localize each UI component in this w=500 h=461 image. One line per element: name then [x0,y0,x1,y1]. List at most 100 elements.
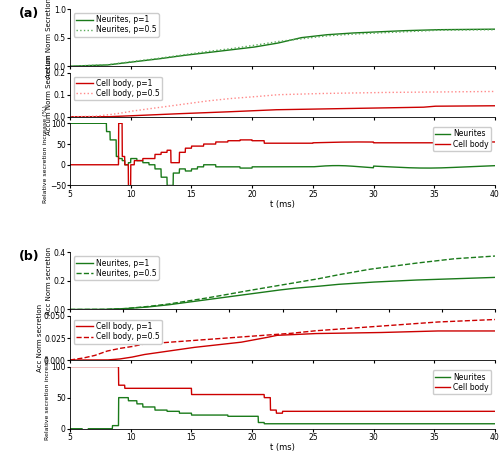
Neurites, p=0.5 [262,285,268,290]
Cell body, p=0.5 [480,89,486,95]
Line: Neurites, p=1: Neurites, p=1 [70,29,495,66]
Cell body [480,139,486,145]
Neurites, p=0.5 [274,39,280,44]
Neurites, p=0.5 [492,253,498,259]
Cell body, p=0.5 [480,317,486,323]
Neurites [274,164,280,170]
Line: Neurites, p=1: Neurites, p=1 [70,278,495,309]
Cell body, p=1 [492,328,498,334]
X-axis label: t (ms): t (ms) [270,200,295,209]
Line: Neurites, p=0.5: Neurites, p=0.5 [70,256,495,309]
Neurites, p=0.5 [67,64,73,69]
Neurites [67,120,73,126]
Neurites [402,421,408,426]
Neurites [262,164,268,170]
Line: Cell body, p=1: Cell body, p=1 [70,106,495,117]
Neurites [89,426,95,431]
Cell body [492,139,498,145]
Neurites, p=1 [67,64,73,69]
Neurites, p=0.5 [480,27,486,33]
Neurites, p=1 [67,307,73,312]
Cell body, p=1 [480,103,486,109]
Cell body, p=0.5 [480,89,486,95]
Neurites, p=0.5 [88,63,94,68]
Line: Cell body: Cell body [70,366,495,413]
Cell body [480,139,486,145]
Cell body, p=1 [480,328,486,334]
Neurites [492,163,498,168]
Neurites [492,421,498,426]
Neurites [80,429,86,435]
Neurites [480,163,486,169]
Cell body, p=1 [67,357,73,363]
Y-axis label: Acc Norm secretion: Acc Norm secretion [36,304,43,372]
Legend: Neurites, Cell body: Neurites, Cell body [432,127,491,151]
X-axis label: t (ms): t (ms) [270,443,295,452]
Cell body [262,395,268,401]
Line: Neurites: Neurites [70,123,495,185]
Neurites, p=1 [492,275,498,280]
Cell body, p=0.5 [88,354,94,359]
Cell body [274,410,280,416]
Y-axis label: Relative secretion increase: Relative secretion increase [45,355,50,440]
Neurites, p=0.5 [480,27,486,33]
Cell body, p=0.5 [480,317,486,323]
Cell body, p=1 [88,357,94,363]
Neurites, p=1 [274,41,280,46]
Legend: Neurites, p=1, Neurites, p=0.5: Neurites, p=1, Neurites, p=0.5 [74,256,159,280]
Cell body [67,364,73,369]
Neurites, p=0.5 [480,254,486,260]
Neurites, p=1 [480,275,486,281]
Neurites, p=0.5 [88,307,94,312]
Line: Cell body, p=1: Cell body, p=1 [70,331,495,360]
Neurites, p=0.5 [402,29,407,35]
Neurites, p=1 [480,27,486,32]
Neurites, p=1 [262,289,268,295]
Cell body, p=0.5 [67,357,73,363]
Cell body [480,408,486,414]
Line: Neurites, p=0.5: Neurites, p=0.5 [70,30,495,66]
Neurites, p=0.5 [480,254,486,260]
Line: Cell body, p=0.5: Cell body, p=0.5 [70,91,495,117]
Cell body [492,408,498,414]
Line: Cell body, p=0.5: Cell body, p=0.5 [70,319,495,360]
Neurites [480,163,486,169]
Cell body [88,364,94,369]
Cell body, p=1 [492,103,498,108]
Cell body [67,162,73,167]
Cell body, p=0.5 [402,321,407,327]
Legend: Neurites, Cell body: Neurites, Cell body [432,370,491,394]
Cell body, p=0.5 [274,332,280,337]
Y-axis label: Acc Norm secretion: Acc Norm secretion [46,247,52,315]
Cell body, p=1 [274,107,280,112]
Cell body [88,162,94,167]
Cell body, p=1 [67,114,73,119]
Legend: Cell body, p=1, Cell body, p=0.5: Cell body, p=1, Cell body, p=0.5 [74,77,162,100]
Cell body, p=1 [262,107,268,113]
Cell body, p=1 [88,114,94,119]
Cell body [274,141,280,146]
Cell body, p=1 [262,335,268,341]
Cell body [274,410,280,416]
Neurites [274,421,280,426]
Cell body, p=0.5 [402,89,407,95]
Cell body, p=1 [480,328,486,334]
Cell body, p=1 [432,328,438,334]
Cell body [116,120,121,126]
Neurites, p=1 [274,288,280,293]
Text: (b): (b) [19,250,40,263]
Cell body, p=1 [402,329,407,335]
Cell body, p=0.5 [274,92,280,98]
Neurites [263,421,269,426]
Neurites [67,426,73,431]
Neurites [402,165,408,171]
Cell body [126,187,132,192]
Neurites, p=1 [88,307,94,312]
Cell body [402,408,408,414]
Text: (a): (a) [19,7,39,20]
Cell body, p=1 [480,103,486,109]
Neurites, p=1 [480,275,486,281]
Line: Cell body: Cell body [70,123,495,189]
Cell body, p=0.5 [262,93,268,99]
Neurites, p=0.5 [402,262,407,267]
